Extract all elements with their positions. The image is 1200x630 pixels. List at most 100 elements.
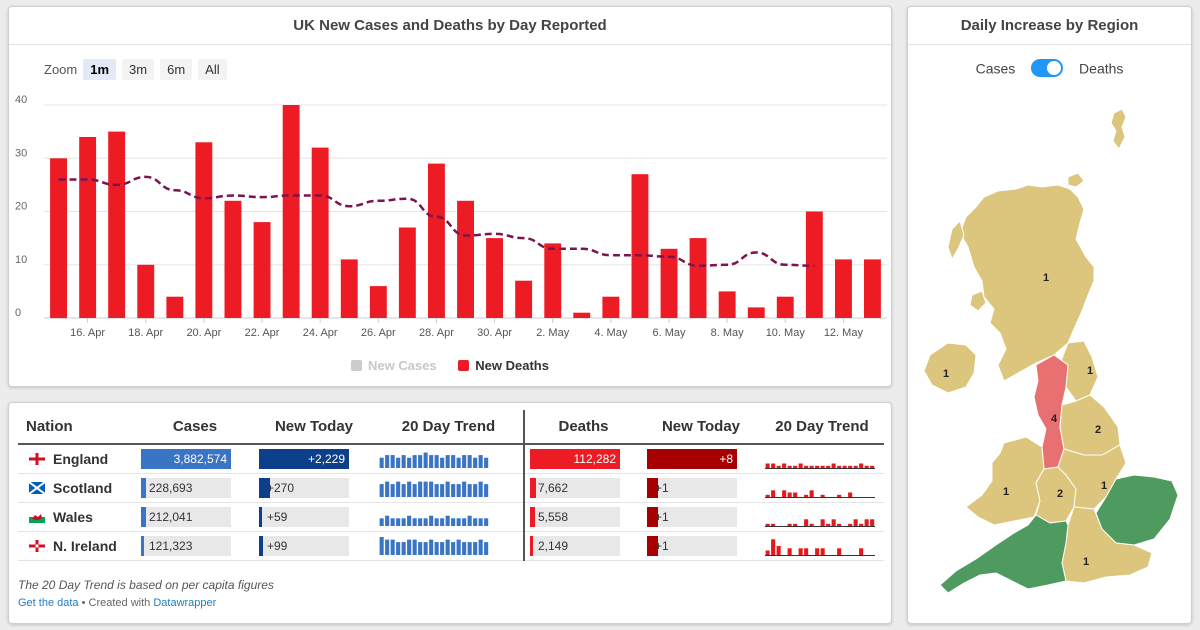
death-bar bbox=[515, 280, 533, 318]
new-deaths-bar-fill bbox=[647, 506, 659, 527]
cases-deaths-toggle[interactable] bbox=[1031, 59, 1064, 78]
get-the-data-link[interactable]: Get the data bbox=[18, 597, 79, 609]
deaths-bar: 7,662 bbox=[530, 477, 620, 498]
deaths-bar-value: 7,662 bbox=[538, 480, 569, 495]
region-yorkshire[interactable] bbox=[1059, 394, 1121, 456]
case-trend-sparkline bbox=[379, 536, 489, 555]
chart-legend: New Cases New Deaths bbox=[9, 358, 891, 374]
zoom-3m-button[interactable]: 3m bbox=[122, 59, 155, 80]
nation-cell: Scotland bbox=[18, 473, 136, 503]
case-trend-sparkline-bar bbox=[456, 457, 461, 468]
case-trend-sparkline-bar bbox=[445, 515, 450, 526]
death-trend-cell bbox=[760, 531, 884, 561]
case-trend-sparkline bbox=[379, 481, 489, 497]
death-trend-sparkline-bar bbox=[809, 523, 814, 526]
death-trend-sparkline-bar bbox=[771, 463, 776, 468]
case-trend-sparkline-bar bbox=[434, 541, 439, 555]
death-trend-sparkline-bar bbox=[842, 465, 847, 468]
n-ireland-flag-icon bbox=[29, 539, 45, 552]
death-bar bbox=[747, 307, 765, 318]
case-trend-sparkline-bar bbox=[484, 483, 489, 497]
case-trend-sparkline-bar bbox=[445, 481, 450, 497]
death-trend-sparkline-bar bbox=[765, 463, 770, 468]
datawrapper-link[interactable]: Datawrapper bbox=[153, 597, 217, 609]
case-trend-sparkline-bar bbox=[401, 541, 406, 555]
case-trend-sparkline-bar bbox=[396, 541, 401, 555]
deaths-cell: 7,662 bbox=[524, 473, 642, 503]
toggle-label-cases[interactable]: Cases bbox=[975, 60, 1016, 77]
deaths-bar-fill bbox=[530, 448, 620, 469]
death-trend-sparkline-bar bbox=[859, 523, 864, 526]
x-tick-label: 24. Apr bbox=[303, 327, 338, 339]
case-trend-sparkline-bar bbox=[390, 517, 395, 526]
cases-bar-value: 212,041 bbox=[149, 509, 193, 524]
death-bar bbox=[602, 296, 620, 318]
death-trend-cell bbox=[760, 444, 884, 474]
deaths-cell: 112,282 bbox=[524, 444, 642, 474]
nation-cell: England bbox=[18, 444, 136, 474]
case-trend-sparkline-bar bbox=[440, 541, 445, 555]
new-cases-bar-value: +99 bbox=[267, 538, 288, 553]
cases-bar-fill bbox=[141, 535, 144, 556]
y-tick-label: 0 bbox=[15, 307, 21, 319]
death-bar bbox=[369, 286, 387, 318]
death-bar bbox=[108, 131, 126, 318]
region-inner-hebrides[interactable] bbox=[969, 290, 987, 312]
region-scotland[interactable] bbox=[959, 184, 1095, 382]
case-trend-sparkline-bar bbox=[445, 539, 450, 555]
case-trend-sparkline-bar bbox=[478, 481, 483, 497]
zoom-6m-button[interactable]: 6m bbox=[160, 59, 193, 80]
x-tick-label: 26. Apr bbox=[361, 327, 396, 339]
death-bar bbox=[805, 211, 823, 318]
legend-label-deaths: New Deaths bbox=[475, 358, 549, 373]
case-trend-sparkline-bar bbox=[429, 539, 434, 555]
new-cases-bar: +2,229 bbox=[259, 448, 349, 469]
death-trend-sparkline-bar bbox=[848, 465, 853, 468]
cases-bar: 121,323 bbox=[141, 535, 231, 556]
death-bar bbox=[79, 137, 97, 318]
region-orkney[interactable] bbox=[1067, 172, 1085, 188]
case-trend-sparkline-bar bbox=[390, 454, 395, 468]
zoom-1m-button[interactable]: 1m bbox=[83, 59, 117, 80]
label-west-midlands: 2 bbox=[1057, 488, 1063, 500]
death-trend-sparkline-bar bbox=[771, 538, 776, 555]
deaths-bar-value: 112,282 bbox=[573, 451, 617, 466]
new-cases-bar-value: +59 bbox=[267, 509, 288, 524]
region-south-west[interactable] bbox=[939, 514, 1069, 594]
region-western-isles[interactable] bbox=[947, 220, 965, 261]
new-cases-cell: +59 bbox=[254, 502, 374, 532]
death-trend-sparkline-bar bbox=[826, 465, 831, 468]
death-trend-sparkline-bar bbox=[859, 547, 864, 555]
label-scotland: 1 bbox=[1043, 272, 1049, 284]
table-row: N. Ireland 121,323 +99 2,149 +1 bbox=[18, 531, 884, 561]
case-trend-sparkline-bar bbox=[390, 483, 395, 497]
region-northern-ireland[interactable] bbox=[923, 342, 977, 394]
region-shetland[interactable] bbox=[1110, 108, 1127, 150]
legend-new-deaths[interactable]: New Deaths bbox=[458, 358, 549, 373]
zoom-all-button[interactable]: All bbox=[198, 59, 227, 80]
case-trend-sparkline-bar bbox=[473, 517, 478, 526]
death-bar bbox=[457, 200, 474, 318]
table-header-row: Nation Cases New Today 20 Day Trend Deat… bbox=[18, 410, 884, 445]
case-trend-sparkline-bar bbox=[379, 536, 384, 555]
nation-name: Scotland bbox=[53, 479, 113, 496]
label-south-east: 1 bbox=[1083, 556, 1089, 568]
x-tick-label: 2. May bbox=[536, 327, 570, 339]
legend-new-cases[interactable]: New Cases bbox=[351, 358, 437, 373]
death-trend-sparkline-bar bbox=[793, 465, 798, 468]
y-tick-label: 40 bbox=[15, 94, 27, 106]
case-trend-sparkline-bar bbox=[407, 539, 412, 555]
new-deaths-bar-fill bbox=[647, 448, 737, 469]
new-deaths-cell: +1 bbox=[642, 502, 760, 532]
table-row: Scotland 228,693 +270 7,662 +1 bbox=[18, 473, 884, 503]
cases-cell: 228,693 bbox=[136, 473, 254, 503]
death-bar bbox=[282, 105, 300, 318]
case-trend-sparkline-bar bbox=[473, 457, 478, 468]
death-trend-sparkline-bar bbox=[837, 465, 842, 468]
death-trend-sparkline-bar bbox=[804, 494, 809, 497]
nation-table-panel: Nation Cases New Today 20 Day Trend Deat… bbox=[8, 402, 892, 624]
region-wales[interactable] bbox=[965, 436, 1045, 526]
cases-bar-fill bbox=[141, 448, 231, 469]
death-trend-sparkline bbox=[765, 463, 875, 469]
toggle-label-deaths[interactable]: Deaths bbox=[1079, 60, 1124, 77]
